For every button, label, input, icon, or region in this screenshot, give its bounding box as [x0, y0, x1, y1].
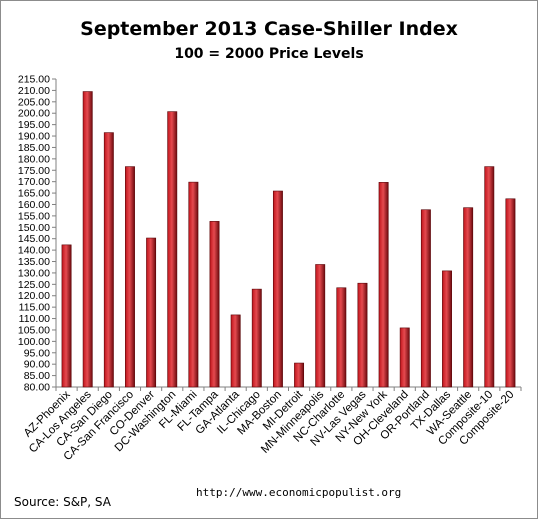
bar	[420, 209, 431, 388]
y-tick-label: 175.00	[18, 165, 50, 177]
y-tick-label: 90.00	[24, 359, 50, 371]
y-tick-label: 100.00	[18, 336, 50, 348]
source-note: Source: S&P, SA	[14, 495, 111, 509]
y-tick-label: 110.00	[19, 313, 50, 325]
y-tick-label: 85.00	[24, 370, 50, 382]
y-tick-label: 160.00	[18, 199, 50, 211]
bar	[61, 244, 72, 388]
y-tick-label: 130.00	[18, 267, 50, 279]
y-tick-label: 190.00	[18, 131, 50, 143]
y-tick-label: 180.00	[18, 153, 50, 165]
bar	[146, 237, 157, 388]
y-tick-label: 125.00	[18, 279, 50, 291]
y-tick-label: 150.00	[18, 222, 50, 234]
bar	[125, 166, 135, 388]
y-tick-label: 140.00	[18, 245, 50, 257]
y-tick-label: 145.00	[18, 233, 50, 245]
y-tick-label: 115.00	[19, 302, 50, 314]
y-tick-label: 200.00	[18, 108, 50, 120]
chart-title: September 2013 Case-Shiller Index	[80, 18, 458, 40]
y-tick-label: 215.00	[18, 74, 50, 86]
y-tick-label: 135.00	[18, 256, 50, 268]
bar	[378, 182, 389, 388]
bar	[399, 327, 410, 388]
credit-url: http://www.economicpopulist.org	[196, 486, 402, 499]
y-tick-label: 210.00	[18, 85, 50, 97]
y-tick-label: 95.00	[24, 347, 50, 359]
bar	[167, 111, 178, 388]
bar	[209, 221, 220, 388]
bar	[505, 198, 516, 388]
y-tick-label: 165.00	[18, 188, 50, 200]
y-tick-label: 120.00	[18, 290, 50, 302]
y-tick-label: 170.00	[18, 176, 50, 188]
bar	[336, 287, 347, 388]
bar	[82, 91, 93, 388]
bar	[463, 207, 474, 388]
bar	[315, 264, 326, 388]
bar	[442, 270, 452, 388]
bar	[188, 181, 199, 388]
bar	[230, 314, 241, 388]
y-tick-label: 80.00	[24, 382, 50, 394]
y-tick-label: 185.00	[18, 142, 50, 154]
bar	[251, 288, 262, 388]
y-tick-label: 105.00	[18, 324, 50, 336]
bar	[484, 166, 495, 388]
bar	[103, 132, 114, 388]
y-tick-label: 195.00	[18, 119, 50, 131]
bar	[357, 282, 368, 388]
y-tick-label: 205.00	[18, 96, 50, 108]
y-tick-label: 155.00	[18, 210, 50, 222]
bar	[272, 190, 283, 388]
bar	[294, 362, 305, 388]
chart-subtitle: 100 = 2000 Price Levels	[174, 46, 364, 62]
